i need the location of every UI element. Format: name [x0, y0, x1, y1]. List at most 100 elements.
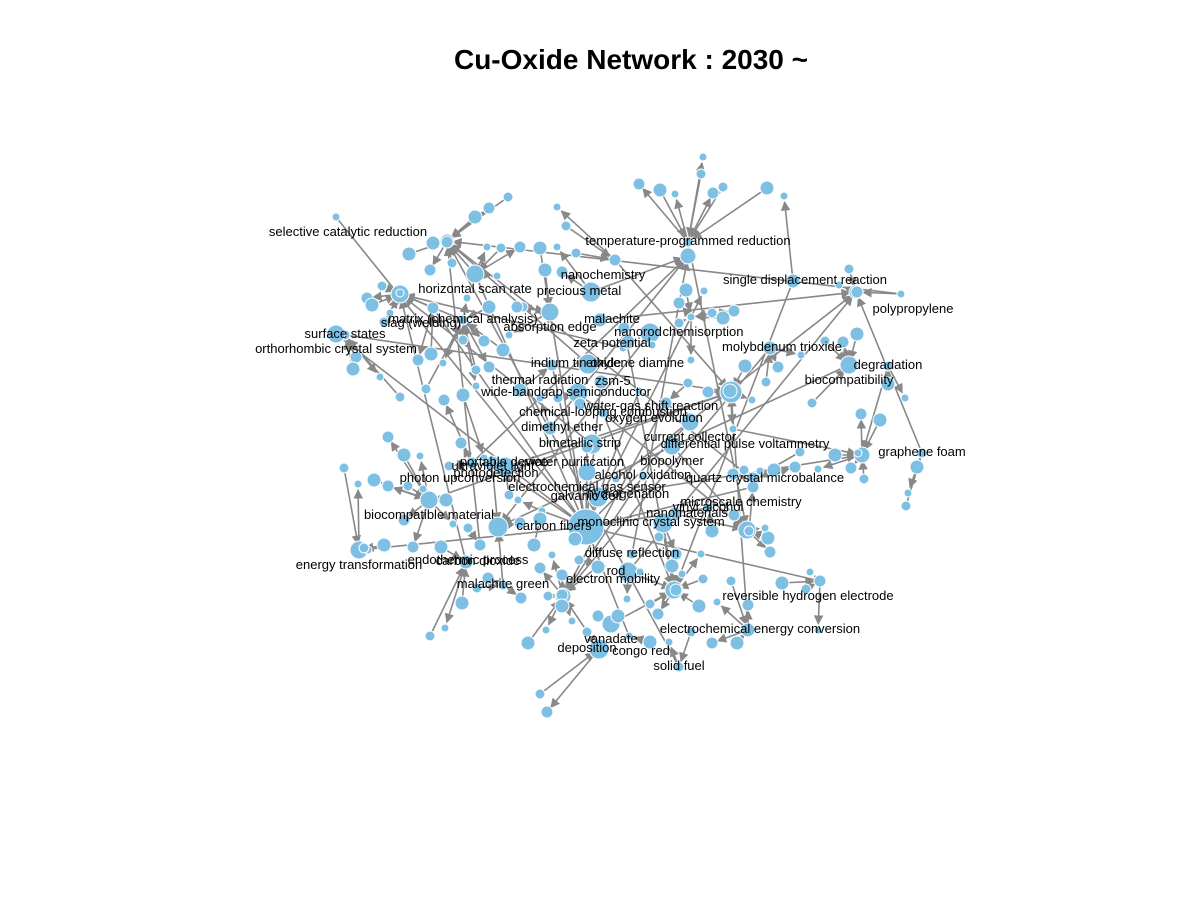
graph-node [577, 462, 597, 482]
graph-node [567, 616, 577, 626]
graph-node [672, 296, 686, 310]
graph-node [653, 531, 665, 543]
graph-node [673, 317, 685, 329]
node-label: wide-bandgap semiconductor [480, 384, 651, 399]
node-label: single displacement reaction [723, 272, 887, 287]
graph-node [722, 383, 738, 399]
graph-node [423, 263, 437, 277]
graph-node [581, 626, 593, 638]
graph-node [662, 436, 682, 456]
graph-node [547, 550, 557, 560]
node-label: horizontal scan rate [418, 281, 531, 296]
node-label: matrix (chemical analysis) [388, 311, 538, 326]
graph-node [470, 364, 482, 376]
graph-edge [449, 245, 680, 668]
node-label: selective catalytic reduction [269, 224, 427, 239]
node-label: malachite [584, 311, 640, 326]
node-label: temperature-programmed reduction [585, 233, 790, 248]
labels-layer: selective catalytic reduction temperature… [255, 224, 966, 673]
graph-node [686, 312, 696, 322]
graph-node [697, 573, 709, 585]
graph-node [827, 447, 843, 463]
graph-node [588, 638, 610, 660]
graph-node [438, 358, 448, 368]
graph-node [577, 353, 599, 375]
graph-node [437, 393, 451, 407]
nodes-layer [326, 152, 928, 719]
graph-node [513, 240, 527, 254]
graph-edge [527, 600, 561, 644]
graph-node [717, 181, 729, 193]
graph-node [728, 424, 738, 434]
graph-node [482, 242, 492, 252]
graph-node [727, 304, 741, 318]
graph-node [555, 568, 569, 582]
graph-node [395, 288, 405, 298]
graph-node [854, 407, 868, 421]
graph-node [512, 382, 528, 398]
graph-node [338, 462, 350, 474]
graph-node [813, 464, 823, 474]
graph-node [494, 456, 516, 478]
graph-node [779, 191, 789, 201]
graph-edge [398, 298, 467, 563]
node-label: hydrogenation [587, 486, 669, 501]
graph-node [385, 308, 395, 318]
graph-edge [659, 189, 686, 238]
node-label: indium tin oxide [531, 355, 621, 370]
graph-node [796, 350, 806, 360]
graph-node [424, 630, 436, 642]
graph-node [545, 358, 559, 372]
graph-node [482, 201, 496, 215]
graph-node [608, 253, 622, 267]
graph-node [651, 607, 665, 621]
graph-node [326, 324, 346, 344]
node-label: dimethyl ether [521, 419, 603, 434]
graph-edge [551, 364, 588, 523]
graph-node [406, 540, 420, 554]
graph-node [771, 360, 785, 374]
node-label: ultraviolet light [451, 458, 534, 473]
graph-node [526, 537, 542, 553]
graph-node [706, 307, 718, 319]
graph-edge [462, 394, 484, 454]
node-label: oxygen evolution [605, 410, 703, 425]
graph-node [652, 512, 674, 534]
graph-edge [474, 273, 585, 523]
graph-node [471, 582, 483, 594]
node-label: energy transformation [296, 557, 422, 572]
graph-node [552, 392, 564, 404]
graph-node [555, 265, 569, 279]
graph-node [909, 459, 925, 475]
graph-node [617, 321, 631, 335]
graph-node [844, 461, 858, 475]
graph-edge [450, 244, 754, 480]
graph-node [454, 436, 468, 450]
graph-node [481, 571, 495, 585]
graph-edge [429, 566, 465, 637]
graph-node [691, 598, 707, 614]
graph-node [353, 479, 363, 489]
graph-node [843, 263, 855, 275]
graph-node [345, 361, 361, 377]
graph-node [644, 598, 656, 610]
node-label: nanomaterials [646, 505, 728, 520]
graph-node [670, 189, 680, 199]
graph-node [741, 598, 755, 612]
graph-node [677, 569, 687, 579]
graph-node [590, 559, 606, 575]
graph-node [774, 575, 790, 591]
graph-edge [614, 259, 728, 389]
graph-node [632, 177, 646, 191]
graph-node [532, 511, 548, 527]
graph-edge [494, 532, 505, 586]
graph-node [541, 625, 551, 635]
graph-node [570, 247, 582, 259]
graph-node [481, 299, 497, 315]
graph-node [800, 583, 812, 595]
graph-node [785, 273, 801, 289]
graph-node [813, 625, 823, 635]
node-label: congo red [612, 643, 670, 658]
graph-node [858, 473, 870, 485]
node-label: absorption edge [503, 319, 596, 334]
